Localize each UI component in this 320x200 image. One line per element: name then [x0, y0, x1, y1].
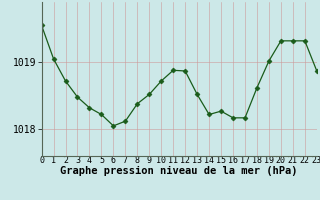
- X-axis label: Graphe pression niveau de la mer (hPa): Graphe pression niveau de la mer (hPa): [60, 166, 298, 176]
